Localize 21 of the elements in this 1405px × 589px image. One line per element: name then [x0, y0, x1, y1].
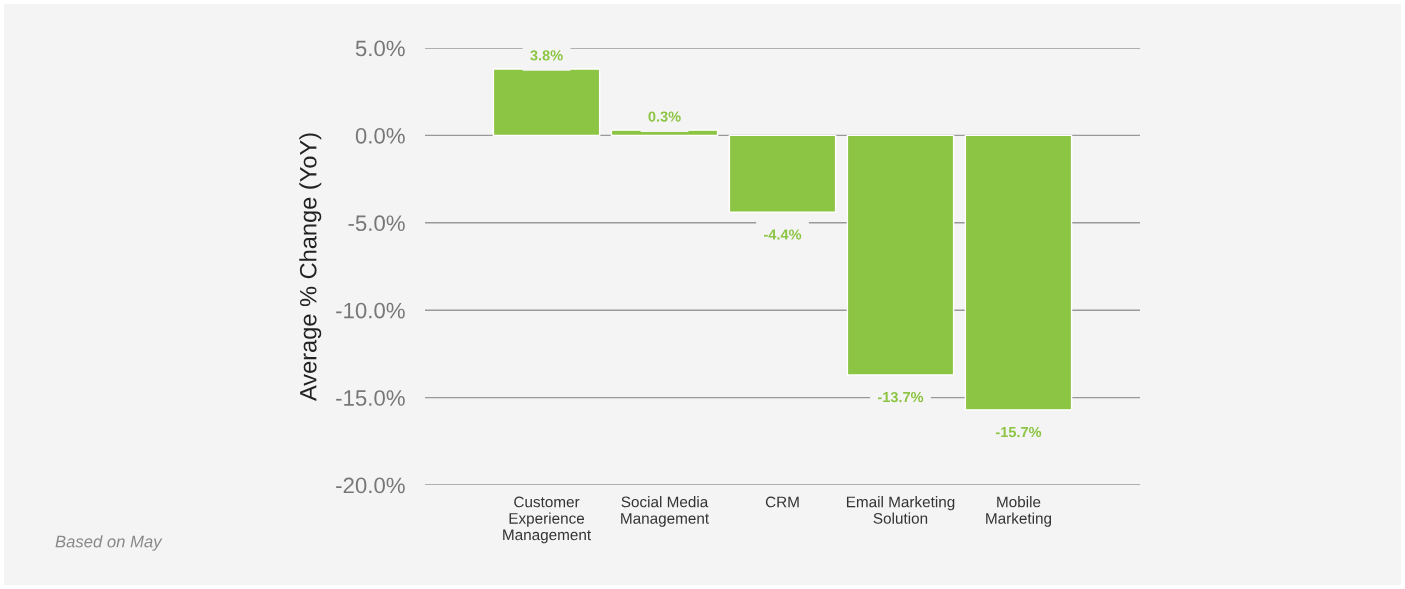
bar [964, 134, 1073, 411]
x-tick-label: Email Marketing Solution [846, 496, 955, 524]
y-tick-label: 0.0% [355, 127, 405, 144]
y-tick-label: -5.0% [348, 215, 405, 232]
data-label: 0.3% [648, 111, 681, 122]
data-label: -13.7% [877, 391, 924, 403]
data-label: -4.4% [764, 229, 802, 240]
x-tick-label: Social Media Management [621, 496, 709, 527]
y-tick-label: -15.0% [336, 390, 405, 406]
x-tick-label: Customer Experience Management [503, 496, 592, 544]
x-tick-label: CRM [765, 496, 799, 508]
bar [846, 134, 955, 376]
y-tick-label: -20.0% [336, 477, 405, 494]
data-label: -15.7% [995, 426, 1042, 438]
data-label: 3.8% [530, 50, 563, 61]
y-tick-label: -10.0% [336, 302, 405, 319]
text: Based on May [55, 535, 163, 551]
x-tick-label: Mobile Marketing [986, 496, 1052, 527]
y-axis-title: Average % Change (YoY) [299, 133, 322, 401]
y-tick-label: 5.0% [355, 40, 405, 57]
bar [728, 134, 837, 214]
